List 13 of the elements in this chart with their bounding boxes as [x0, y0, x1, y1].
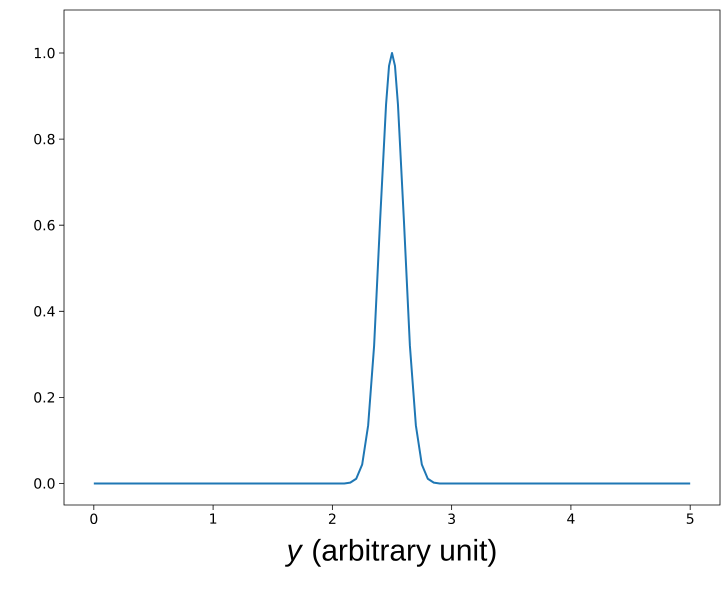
y-tick-label: 0.6 — [34, 220, 55, 230]
x-tick-label: 5 — [686, 514, 694, 524]
x-tick-label: 0 — [90, 514, 98, 524]
x-tick-label: 1 — [210, 514, 216, 524]
y-tick-label: 0.8 — [34, 134, 55, 144]
x-tick-label: 3 — [448, 514, 455, 524]
x-tick-label: 4 — [567, 514, 575, 524]
y-tick-label: 0.2 — [34, 392, 54, 403]
y-tick-label: 1.0 — [34, 48, 55, 58]
x-tick-label: 2 — [328, 514, 336, 524]
y-tick-label: 0.4 — [34, 306, 55, 317]
x-axis-title: y (arbitrary unit) — [284, 538, 496, 567]
y-tick-label: 0.0 — [34, 478, 55, 489]
